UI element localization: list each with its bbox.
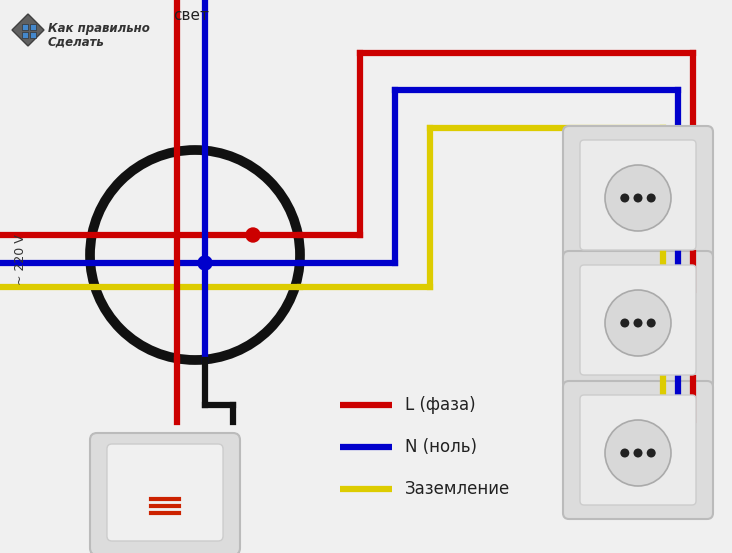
FancyBboxPatch shape xyxy=(580,395,696,505)
Text: Заземление: Заземление xyxy=(405,480,510,498)
FancyBboxPatch shape xyxy=(563,251,713,389)
Text: L (фаза): L (фаза) xyxy=(405,396,476,414)
FancyBboxPatch shape xyxy=(580,140,696,250)
Text: ~ 220 V: ~ 220 V xyxy=(14,234,27,285)
FancyBboxPatch shape xyxy=(563,126,713,264)
FancyBboxPatch shape xyxy=(563,381,713,519)
Circle shape xyxy=(646,319,656,327)
Circle shape xyxy=(633,448,643,457)
Circle shape xyxy=(633,194,643,202)
Circle shape xyxy=(246,228,260,242)
Circle shape xyxy=(605,290,671,356)
Bar xyxy=(30,32,36,38)
Text: N (ноль): N (ноль) xyxy=(405,438,477,456)
Text: Как правильно: Как правильно xyxy=(48,22,150,35)
Circle shape xyxy=(198,256,212,270)
Bar xyxy=(22,24,28,30)
Polygon shape xyxy=(12,14,44,46)
Circle shape xyxy=(646,194,656,202)
Circle shape xyxy=(620,448,630,457)
Circle shape xyxy=(620,194,630,202)
Bar xyxy=(22,32,28,38)
FancyBboxPatch shape xyxy=(90,433,240,553)
FancyBboxPatch shape xyxy=(580,265,696,375)
Text: свет: свет xyxy=(173,8,209,23)
Text: Сделать: Сделать xyxy=(48,36,105,49)
Circle shape xyxy=(605,165,671,231)
Circle shape xyxy=(620,319,630,327)
Circle shape xyxy=(646,448,656,457)
Circle shape xyxy=(605,420,671,486)
Bar xyxy=(30,24,36,30)
Circle shape xyxy=(633,319,643,327)
FancyBboxPatch shape xyxy=(107,444,223,541)
